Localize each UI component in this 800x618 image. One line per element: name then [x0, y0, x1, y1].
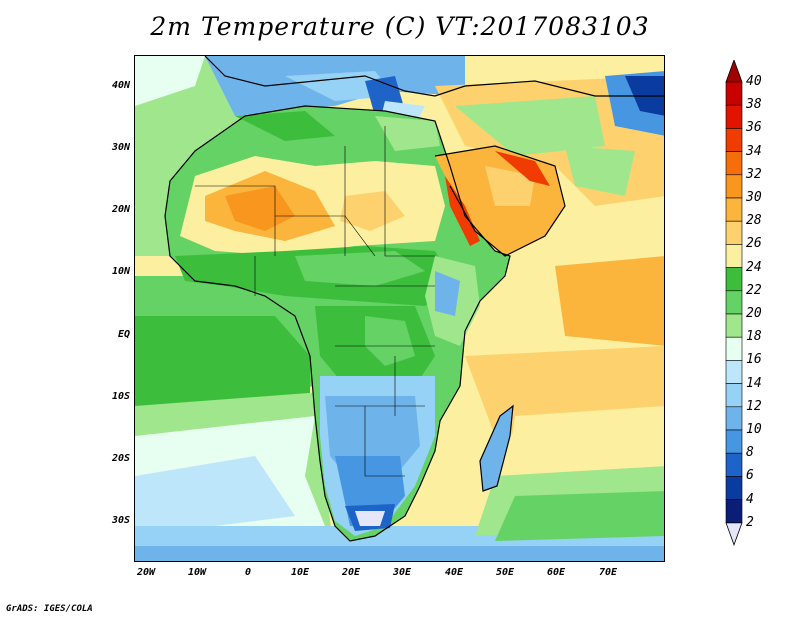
coastline	[164, 56, 664, 542]
colorbar-under-arrow	[725, 522, 743, 546]
colorbar-segment	[725, 267, 743, 292]
lon-label: 20E	[341, 567, 361, 578]
colorbar-segment	[725, 476, 743, 500]
colorbar-tick-label: 18	[746, 329, 762, 345]
lon-label: 30E	[392, 567, 412, 578]
lat-label: 40N	[111, 80, 130, 91]
lon-label: 60E	[546, 567, 566, 578]
colorbar-segment	[725, 336, 743, 361]
lon-label: 10W	[187, 567, 207, 578]
colorbar-tick-label: 4	[746, 491, 754, 507]
lon-label: 20W	[136, 567, 156, 578]
colorbar-segment	[725, 313, 743, 338]
lon-label: 70E	[598, 567, 618, 578]
lat-label: 30S	[111, 515, 130, 526]
lat-label: 20S	[111, 453, 130, 464]
colorbar-segment	[725, 197, 743, 222]
lon-label: 50E	[495, 567, 515, 578]
credit-text: GrADS: IGES/COLA	[6, 604, 93, 614]
colorbar-tick-label: 22	[746, 282, 762, 298]
colorbar-tick-label: 34	[746, 143, 762, 159]
colorbar-tick-label: 38	[746, 97, 762, 113]
lon-label: 40E	[444, 567, 464, 578]
colorbar-over-arrow	[725, 60, 743, 83]
lon-label: 0	[244, 567, 252, 578]
colorbar-tick-label: 36	[746, 120, 762, 136]
colorbar-segment	[725, 81, 743, 106]
colorbar-tick-label: 30	[746, 190, 762, 205]
lat-label: 20N	[111, 204, 130, 215]
colorbar-segment	[725, 452, 743, 477]
colorbar-segment	[725, 104, 743, 129]
colorbar-segment	[725, 429, 743, 454]
colorbar-segment	[725, 290, 743, 315]
colorbar-segment	[725, 244, 743, 268]
map-title: 2m Temperature (C) VT:2017083103	[150, 12, 650, 41]
colorbar-segment	[725, 360, 743, 384]
colorbar-tick-label: 12	[746, 398, 762, 414]
colorbar-tick-label: 24	[746, 259, 762, 275]
colorbar-tick-label: 16	[746, 352, 762, 368]
colorbar	[725, 60, 743, 546]
colorbar-tick-label: 32	[746, 166, 762, 182]
colorbar-segment	[725, 499, 743, 524]
country-borders	[195, 126, 435, 477]
colorbar-tick-label: 10	[746, 422, 762, 437]
colorbar-tick-label: 2	[746, 514, 754, 530]
map-panel	[134, 55, 665, 562]
lat-label: 10S	[111, 391, 130, 402]
colorbar-tick-label: 28	[746, 213, 762, 229]
colorbar-segment	[725, 406, 743, 431]
colorbar-segment	[725, 220, 743, 245]
colorbar-tick-label: 14	[746, 375, 762, 391]
lat-label: 10N	[111, 266, 130, 277]
colorbar-tick-label: 6	[746, 468, 754, 484]
colorbar-tick-label: 40	[746, 74, 762, 89]
temperature-field	[135, 56, 664, 561]
colorbar-segment	[725, 151, 743, 176]
lon-label: 10E	[290, 567, 310, 578]
colorbar-segment	[725, 174, 743, 199]
colorbar-tick-label: 8	[746, 445, 754, 461]
colorbar-tick-label: 26	[746, 236, 762, 252]
colorbar-segment	[725, 128, 743, 152]
colorbar-segment	[725, 383, 743, 408]
lat-label: 30N	[111, 142, 130, 153]
lat-label: EQ	[117, 329, 130, 340]
colorbar-tick-label: 20	[746, 306, 762, 321]
